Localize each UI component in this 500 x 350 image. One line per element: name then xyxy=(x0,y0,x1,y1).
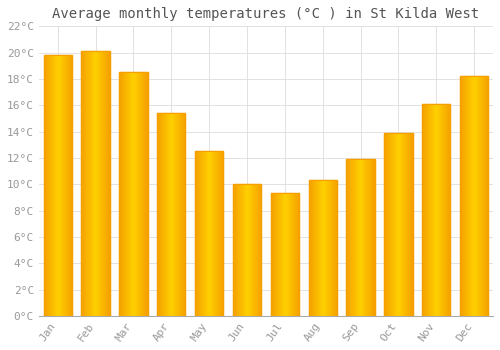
Bar xyxy=(233,184,261,316)
Bar xyxy=(346,159,375,316)
Bar xyxy=(422,104,450,316)
Bar xyxy=(82,51,110,316)
Bar xyxy=(119,72,148,316)
Bar xyxy=(44,55,72,316)
Bar xyxy=(460,76,488,316)
Bar xyxy=(346,159,375,316)
Bar xyxy=(44,55,72,316)
Bar xyxy=(308,180,337,316)
Title: Average monthly temperatures (°C ) in St Kilda West: Average monthly temperatures (°C ) in St… xyxy=(52,7,480,21)
Bar xyxy=(119,72,148,316)
Bar xyxy=(195,151,224,316)
Bar xyxy=(384,133,412,316)
Bar xyxy=(460,76,488,316)
Bar xyxy=(157,113,186,316)
Bar xyxy=(195,151,224,316)
Bar xyxy=(308,180,337,316)
Bar xyxy=(82,51,110,316)
Bar xyxy=(270,194,299,316)
Bar xyxy=(384,133,412,316)
Bar xyxy=(157,113,186,316)
Bar xyxy=(233,184,261,316)
Bar xyxy=(422,104,450,316)
Bar xyxy=(270,194,299,316)
